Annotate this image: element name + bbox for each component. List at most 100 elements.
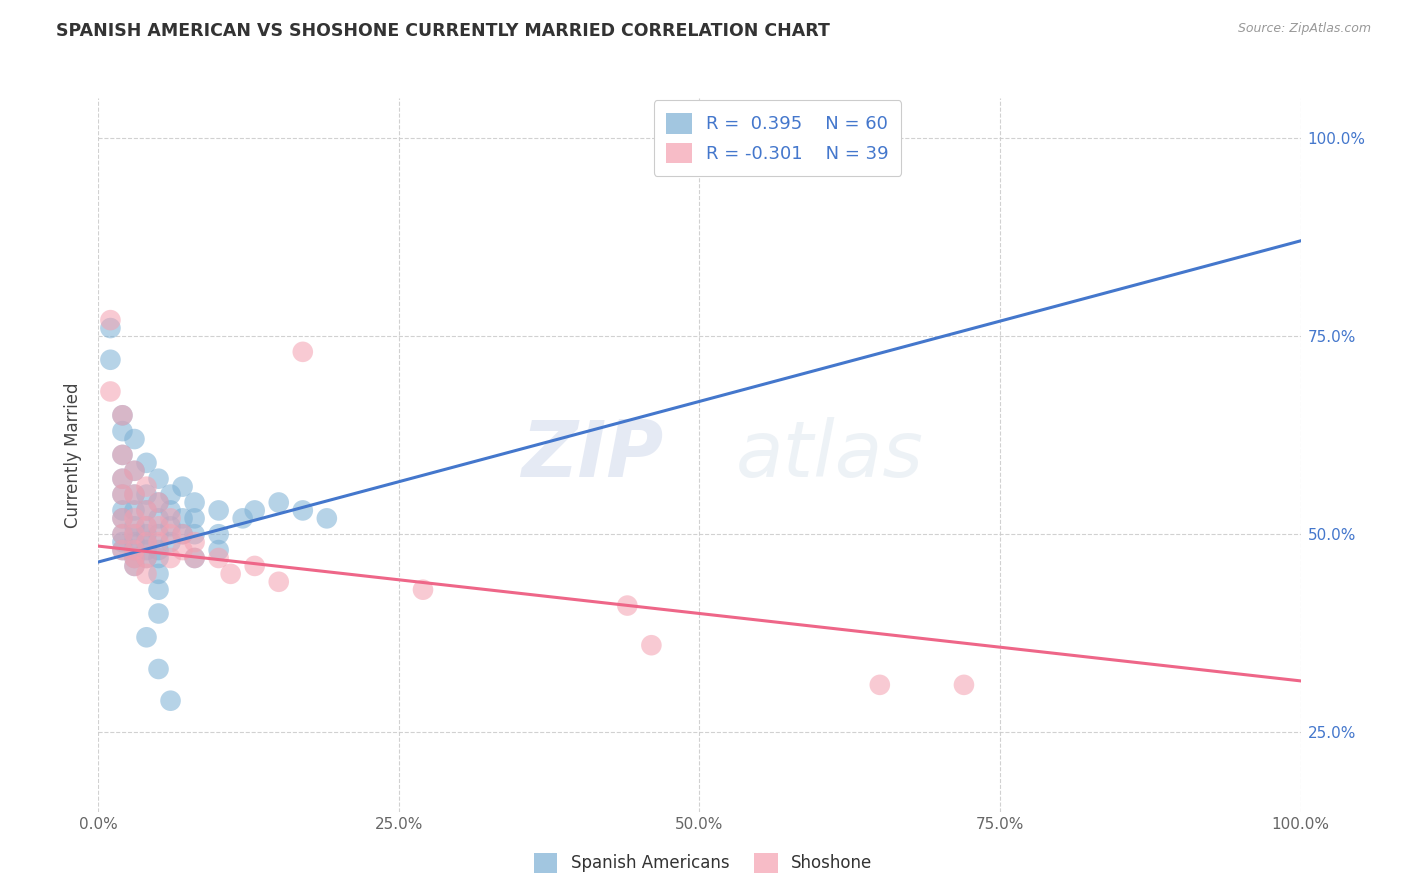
- Point: [124, 487, 146, 501]
- Point: [640, 638, 662, 652]
- Point: [124, 551, 146, 566]
- Point: [124, 511, 146, 525]
- Point: [616, 599, 638, 613]
- Point: [124, 527, 146, 541]
- Point: [267, 574, 290, 589]
- Point: [111, 487, 134, 501]
- Point: [111, 543, 134, 558]
- Point: [124, 503, 146, 517]
- Point: [183, 511, 205, 525]
- Point: [148, 495, 170, 509]
- Point: [135, 551, 157, 566]
- Point: [183, 527, 205, 541]
- Point: [159, 511, 181, 525]
- Point: [953, 678, 976, 692]
- Point: [172, 543, 194, 558]
- Point: [124, 464, 146, 478]
- Point: [124, 558, 146, 573]
- Point: [124, 487, 146, 501]
- Point: [291, 344, 314, 359]
- Point: [172, 527, 194, 541]
- Point: [135, 527, 157, 541]
- Point: [124, 519, 146, 533]
- Text: atlas: atlas: [735, 417, 924, 493]
- Point: [183, 551, 205, 566]
- Point: [111, 511, 134, 525]
- Point: [219, 566, 242, 581]
- Point: [135, 535, 157, 549]
- Point: [111, 503, 134, 517]
- Point: [124, 464, 146, 478]
- Point: [111, 527, 134, 541]
- Point: [135, 519, 157, 533]
- Point: [208, 543, 231, 558]
- Point: [148, 472, 170, 486]
- Point: [111, 472, 134, 486]
- Point: [111, 511, 134, 525]
- Point: [100, 352, 122, 367]
- Point: [148, 662, 170, 676]
- Point: [148, 519, 170, 533]
- Point: [124, 543, 146, 558]
- Point: [111, 409, 134, 423]
- Point: [148, 582, 170, 597]
- Text: SPANISH AMERICAN VS SHOSHONE CURRENTLY MARRIED CORRELATION CHART: SPANISH AMERICAN VS SHOSHONE CURRENTLY M…: [56, 22, 830, 40]
- Point: [159, 519, 181, 533]
- Point: [148, 551, 170, 566]
- Point: [111, 472, 134, 486]
- Point: [111, 448, 134, 462]
- Point: [159, 503, 181, 517]
- Legend: Spanish Americans, Shoshone: Spanish Americans, Shoshone: [527, 847, 879, 880]
- Point: [208, 503, 231, 517]
- Point: [135, 551, 157, 566]
- Point: [243, 503, 266, 517]
- Point: [315, 511, 337, 525]
- Point: [111, 527, 134, 541]
- Point: [183, 535, 205, 549]
- Point: [124, 432, 146, 446]
- Point: [243, 558, 266, 573]
- Point: [111, 535, 134, 549]
- Point: [869, 678, 891, 692]
- Point: [172, 511, 194, 525]
- Point: [148, 527, 170, 541]
- Point: [135, 566, 157, 581]
- Point: [291, 503, 314, 517]
- Point: [111, 487, 134, 501]
- Point: [135, 503, 157, 517]
- Point: [135, 535, 157, 549]
- Point: [159, 487, 181, 501]
- Point: [148, 495, 170, 509]
- Point: [100, 384, 122, 399]
- Point: [412, 582, 434, 597]
- Point: [124, 558, 146, 573]
- Point: [124, 527, 146, 541]
- Point: [135, 543, 157, 558]
- Point: [100, 313, 122, 327]
- Point: [148, 511, 170, 525]
- Point: [124, 535, 146, 549]
- Point: [172, 527, 194, 541]
- Point: [148, 535, 170, 549]
- Point: [111, 543, 134, 558]
- Legend: R =  0.395    N = 60, R = -0.301    N = 39: R = 0.395 N = 60, R = -0.301 N = 39: [654, 100, 901, 176]
- Point: [135, 456, 157, 470]
- Text: Source: ZipAtlas.com: Source: ZipAtlas.com: [1237, 22, 1371, 36]
- Y-axis label: Currently Married: Currently Married: [65, 382, 83, 528]
- Point: [172, 480, 194, 494]
- Point: [135, 630, 157, 644]
- Point: [111, 409, 134, 423]
- Point: [135, 503, 157, 517]
- Point: [135, 487, 157, 501]
- Point: [267, 495, 290, 509]
- Point: [159, 551, 181, 566]
- Point: [159, 535, 181, 549]
- Point: [232, 511, 254, 525]
- Point: [148, 566, 170, 581]
- Point: [124, 543, 146, 558]
- Point: [100, 321, 122, 335]
- Point: [111, 424, 134, 438]
- Text: ZIP: ZIP: [522, 417, 664, 493]
- Point: [183, 551, 205, 566]
- Point: [159, 694, 181, 708]
